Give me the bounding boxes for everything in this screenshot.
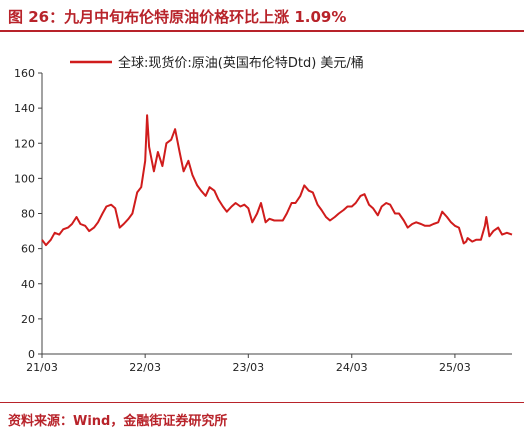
y-tick-label: 40 — [21, 278, 35, 291]
y-tick-label: 140 — [14, 102, 35, 115]
source-note: 资料来源：Wind，金融街证券研究所 — [8, 414, 228, 429]
y-tick-label: 100 — [14, 172, 35, 185]
x-tick-label: 24/03 — [336, 361, 368, 374]
x-tick-label: 25/03 — [439, 361, 471, 374]
chart-marks — [41, 114, 513, 247]
legend-label: 全球:现货价:原油(英国布伦特Dtd) 美元/桶 — [118, 55, 364, 71]
chart-axes: 0 20 40 60 80 100 120 140 160 21/03 22/03 23/03 24/0… — [14, 67, 512, 374]
y-tick-label: 0 — [28, 348, 35, 361]
x-tick-label: 22/03 — [129, 361, 161, 374]
y-tick-label: 80 — [21, 208, 35, 221]
line-chart: 全球:现货价:原油(英国布伦特Dtd) 美元/桶 0 20 40 60 80 100 120… — [14, 55, 513, 374]
x-tick-label: 21/03 — [26, 361, 58, 374]
series-line — [41, 114, 513, 247]
y-tick-label: 160 — [14, 67, 35, 80]
y-tick-label: 120 — [14, 137, 35, 150]
y-tick-label: 60 — [21, 243, 35, 256]
title-rule — [0, 30, 524, 32]
source-rule — [0, 402, 524, 403]
x-tick-label: 23/03 — [232, 361, 264, 374]
chart-title: 图 26：九月中旬布伦特原油价格环比上涨 1.09% — [8, 8, 347, 26]
y-tick-label: 20 — [21, 313, 35, 326]
chart-legend: 全球:现货价:原油(英国布伦特Dtd) 美元/桶 — [70, 55, 364, 71]
